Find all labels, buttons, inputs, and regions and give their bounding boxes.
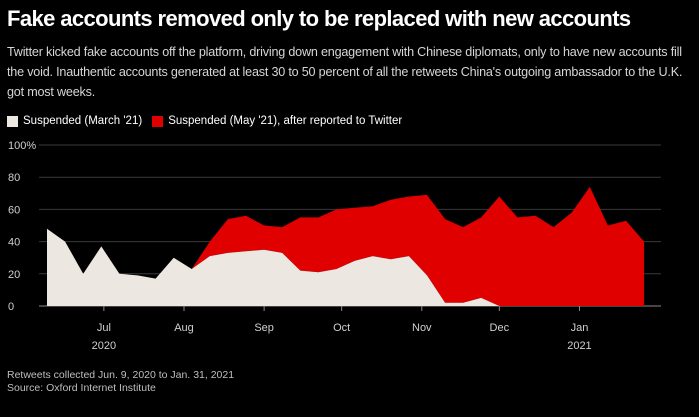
x-year-label: 2020 [92,340,116,352]
area-series-suspended-march [47,228,645,306]
x-tick-label: Aug [174,322,194,334]
x-tick-label: Oct [333,322,350,334]
chart-notes: Retweets collected Jun. 9, 2020 to Jan. … [7,369,234,395]
area-series-suspended-may [47,186,645,306]
x-tick-label: Jan [571,322,589,334]
legend-label-suspended-may: Suspended (May '21), after reported to T… [168,115,403,127]
y-tick-label: 80 [8,172,20,184]
chart-title: Fake accounts removed only to be replace… [7,6,631,31]
x-tick-label: Dec [490,322,510,334]
x-year-label: 2021 [567,340,591,352]
x-tick-label: Jul [97,322,111,334]
legend-item-suspended-may: Suspended (May '21), after reported to T… [152,115,402,127]
collection-note: Retweets collected Jun. 9, 2020 to Jan. … [7,369,235,381]
legend-swatch-suspended-may [152,115,164,127]
y-tick-label: 60 [8,204,20,216]
legend-item-suspended-march: Suspended (March '21) [7,115,142,127]
x-tick-label: Nov [412,322,432,334]
y-tick-label: 40 [8,237,20,249]
y-tick-label: 20 [8,269,20,281]
x-tick-label: Sep [254,322,274,334]
legend: Suspended (March '21) Suspended (May '21… [7,113,412,129]
chart-subtitle: Twitter kicked fake accounts off the pla… [7,45,683,99]
legend-swatch-suspended-march [7,115,18,127]
legend-label-suspended-march: Suspended (March '21) [23,115,143,127]
source-note: Source: Oxford Internet Institute [7,382,156,394]
y-tick-label: 0 [8,301,14,313]
y-tick-label: 100% [8,140,36,152]
